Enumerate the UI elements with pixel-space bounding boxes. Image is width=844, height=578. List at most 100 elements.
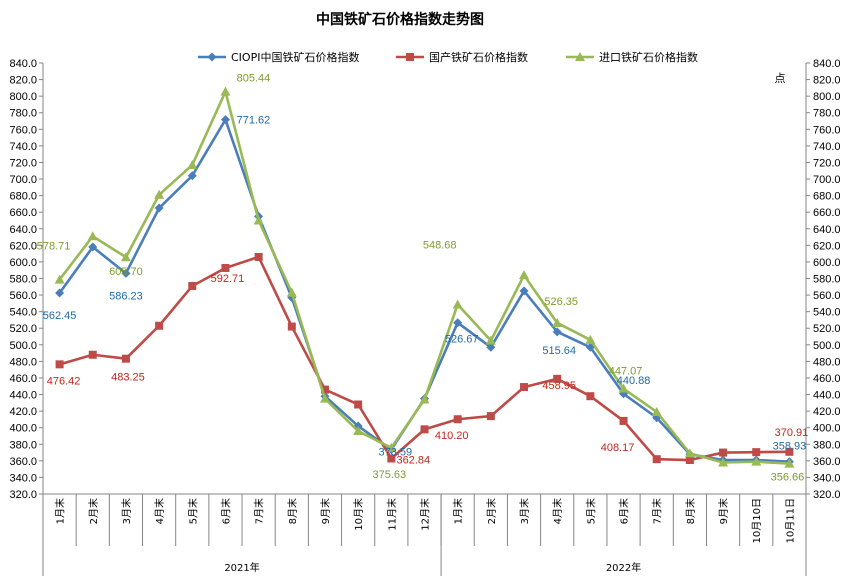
data-label: 476.42	[47, 375, 81, 387]
data-label: 356.66	[771, 472, 805, 484]
legend-marker-1	[207, 52, 217, 62]
y2-tick-label: 560.0	[813, 290, 841, 302]
series-3-point	[120, 252, 131, 262]
series-2-point	[453, 415, 462, 424]
data-label: 805.44	[237, 73, 271, 85]
y2-tick-label: 500.0	[813, 340, 841, 352]
y2-tick-label: 700.0	[813, 174, 841, 186]
x-tick-label: 9月末	[319, 498, 332, 524]
series-2-point	[354, 400, 363, 409]
x-tick-label: 10月10日	[751, 498, 763, 543]
series-3-point	[519, 270, 530, 280]
series-2-point	[155, 321, 164, 330]
y2-tick-label: 680.0	[813, 191, 841, 203]
series-3-point	[552, 317, 563, 327]
series-1-point	[55, 288, 65, 298]
y2-tick-label: 400.0	[813, 423, 841, 435]
y2-tick-label: 360.0	[813, 456, 841, 468]
y-tick-label: 640.0	[9, 224, 37, 236]
x-tick-label: 10月11日	[784, 498, 796, 543]
series-2-point	[586, 392, 595, 401]
x-tick-label: 5月末	[186, 498, 199, 524]
y-tick-label: 400.0	[9, 423, 37, 435]
y-tick-label: 580.0	[9, 274, 37, 286]
data-label: 578.71	[37, 241, 71, 253]
series-2-point	[752, 448, 761, 457]
y2-tick-label: 800.0	[813, 91, 841, 103]
series-2-point	[88, 350, 97, 359]
x-tick-label: 10月末	[352, 498, 365, 531]
y2-tick-label: 720.0	[813, 157, 841, 169]
y2-tick-label: 820.0	[813, 75, 841, 87]
series-3-point	[386, 442, 397, 452]
y-tick-label: 460.0	[9, 373, 37, 385]
y-tick-label: 800.0	[9, 91, 37, 103]
x-tick-label: 5月末	[584, 498, 597, 524]
y2-tick-label: 780.0	[813, 108, 841, 120]
series-3-point	[54, 274, 65, 284]
legend-label-3: 进口铁矿石价格指数	[599, 50, 698, 64]
y2-tick-label: 760.0	[813, 124, 841, 136]
series-3-point	[253, 215, 264, 225]
y-tick-label: 680.0	[9, 191, 37, 203]
x-tick-label: 6月末	[618, 498, 631, 524]
y-tick-label: 340.0	[9, 472, 37, 484]
x-tick-label: 11月末	[385, 498, 398, 531]
data-label: 362.84	[396, 454, 430, 466]
x-tick-label: 1月末	[54, 498, 67, 524]
legend-marker-2	[406, 53, 414, 61]
y-tick-label: 600.0	[9, 257, 37, 269]
y-tick-label: 620.0	[9, 240, 37, 252]
x-tick-label: 8月末	[684, 498, 697, 524]
x-tick-label: 1月末	[452, 498, 465, 524]
y2-tick-label: 380.0	[813, 439, 841, 451]
legend-label-1: CIOPI中国铁矿石价格指数	[231, 50, 359, 64]
y-tick-label: 480.0	[9, 356, 37, 368]
y2-tick-label: 420.0	[813, 406, 841, 418]
x-tick-label: 7月末	[651, 498, 664, 524]
chart-title: 中国铁矿石价格指数走势图	[316, 11, 484, 28]
x-tick-label: 2月末	[87, 498, 100, 524]
series-1-point	[552, 327, 562, 337]
group-label: 2021年	[224, 561, 259, 574]
series-2-point	[420, 425, 429, 434]
series-3-point	[485, 335, 496, 345]
group-label: 2022年	[606, 561, 641, 574]
series-3-point	[585, 334, 596, 344]
series-2-point	[320, 385, 329, 394]
series-3-point	[452, 299, 463, 309]
data-label: 526.67	[445, 334, 479, 346]
x-tick-label: 4月末	[153, 498, 166, 524]
y-tick-label: 500.0	[9, 340, 37, 352]
series-3-point	[187, 159, 198, 169]
data-label: 771.62	[237, 115, 271, 127]
x-tick-label: 2月末	[485, 498, 498, 524]
series-2-point	[619, 416, 628, 425]
series-line-3	[58, 90, 790, 465]
series-3-point	[751, 456, 762, 466]
legend-marker-3	[575, 52, 585, 61]
x-tick-label: 12月末	[419, 498, 432, 531]
series-2-point	[719, 448, 728, 457]
y-tick-label: 840.0	[9, 58, 37, 70]
data-label: 586.23	[109, 290, 143, 302]
y-tick-label: 360.0	[9, 456, 37, 468]
x-tick-label: 4月末	[551, 498, 564, 524]
y2-tick-label: 460.0	[813, 373, 841, 385]
series-2-point	[553, 374, 562, 383]
data-label: 440.88	[617, 375, 651, 387]
y2-tick-label: 620.0	[813, 240, 841, 252]
y-tick-label: 660.0	[9, 207, 37, 219]
series-2-point	[387, 454, 396, 463]
data-label: 375.63	[372, 469, 406, 481]
series-1-point	[220, 115, 230, 125]
data-label: 483.25	[111, 372, 145, 384]
series-1-point	[121, 268, 131, 278]
legend-label-2: 国产铁矿石价格指数	[429, 50, 528, 64]
series-3-point	[618, 383, 629, 393]
y-tick-label: 520.0	[9, 323, 37, 335]
y-tick-label: 560.0	[9, 290, 37, 302]
series-3-point	[419, 394, 430, 404]
data-label: 548.68	[423, 239, 457, 251]
